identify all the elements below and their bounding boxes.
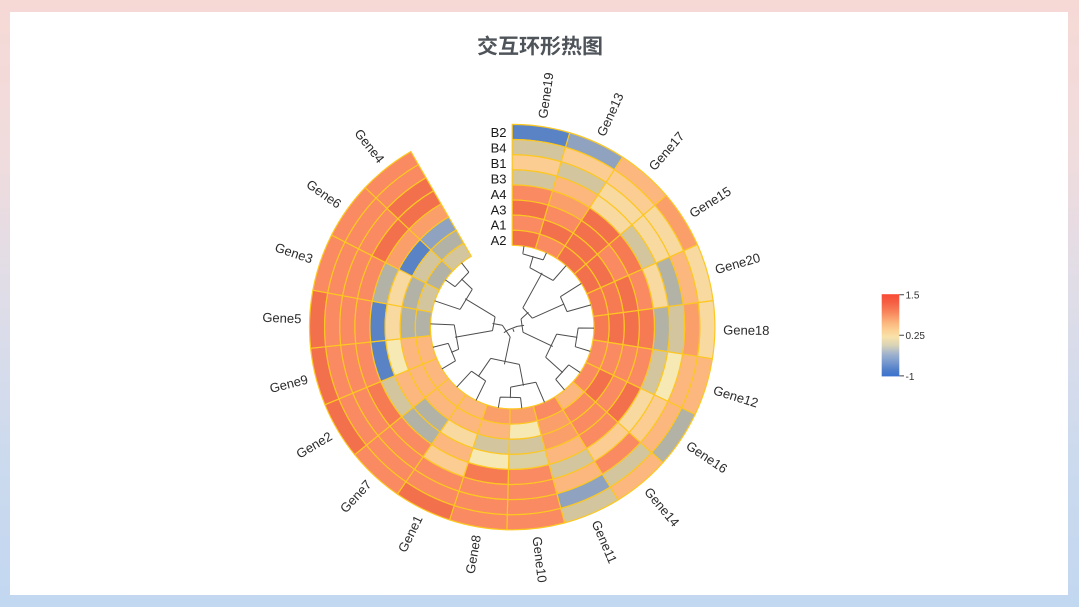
svg-text:Gene8: Gene8 — [462, 534, 483, 575]
svg-text:Gene20: Gene20 — [713, 250, 762, 277]
svg-text:Gene1: Gene1 — [395, 513, 426, 555]
svg-text:Gene6: Gene6 — [304, 177, 345, 212]
svg-text:-1: -1 — [906, 372, 915, 383]
svg-text:Gene10: Gene10 — [530, 536, 550, 584]
svg-text:Gene14: Gene14 — [641, 485, 682, 530]
svg-text:A3: A3 — [491, 202, 507, 217]
svg-text:A4: A4 — [491, 187, 507, 202]
svg-text:Gene15: Gene15 — [687, 183, 734, 220]
svg-text:0.25: 0.25 — [906, 331, 926, 342]
svg-text:B1: B1 — [491, 156, 507, 171]
svg-text:Gene11: Gene11 — [589, 518, 621, 566]
svg-text:Gene17: Gene17 — [646, 129, 688, 174]
svg-text:B3: B3 — [491, 172, 507, 187]
svg-text:Gene19: Gene19 — [535, 71, 556, 119]
svg-text:1.5: 1.5 — [906, 291, 920, 302]
svg-text:Gene5: Gene5 — [262, 310, 302, 327]
svg-text:B4: B4 — [491, 141, 507, 156]
svg-text:Gene4: Gene4 — [352, 126, 388, 166]
svg-text:A1: A1 — [491, 218, 507, 233]
svg-text:Gene13: Gene13 — [594, 90, 627, 138]
svg-text:A2: A2 — [491, 233, 507, 248]
svg-text:Gene18: Gene18 — [723, 322, 769, 338]
svg-text:Gene7: Gene7 — [337, 477, 375, 516]
svg-text:Gene9: Gene9 — [268, 372, 310, 396]
svg-text:Gene2: Gene2 — [294, 429, 335, 462]
svg-text:B2: B2 — [491, 125, 507, 140]
svg-text:Gene3: Gene3 — [273, 240, 315, 267]
svg-text:Gene12: Gene12 — [711, 383, 760, 411]
svg-text:Gene16: Gene16 — [683, 438, 730, 476]
